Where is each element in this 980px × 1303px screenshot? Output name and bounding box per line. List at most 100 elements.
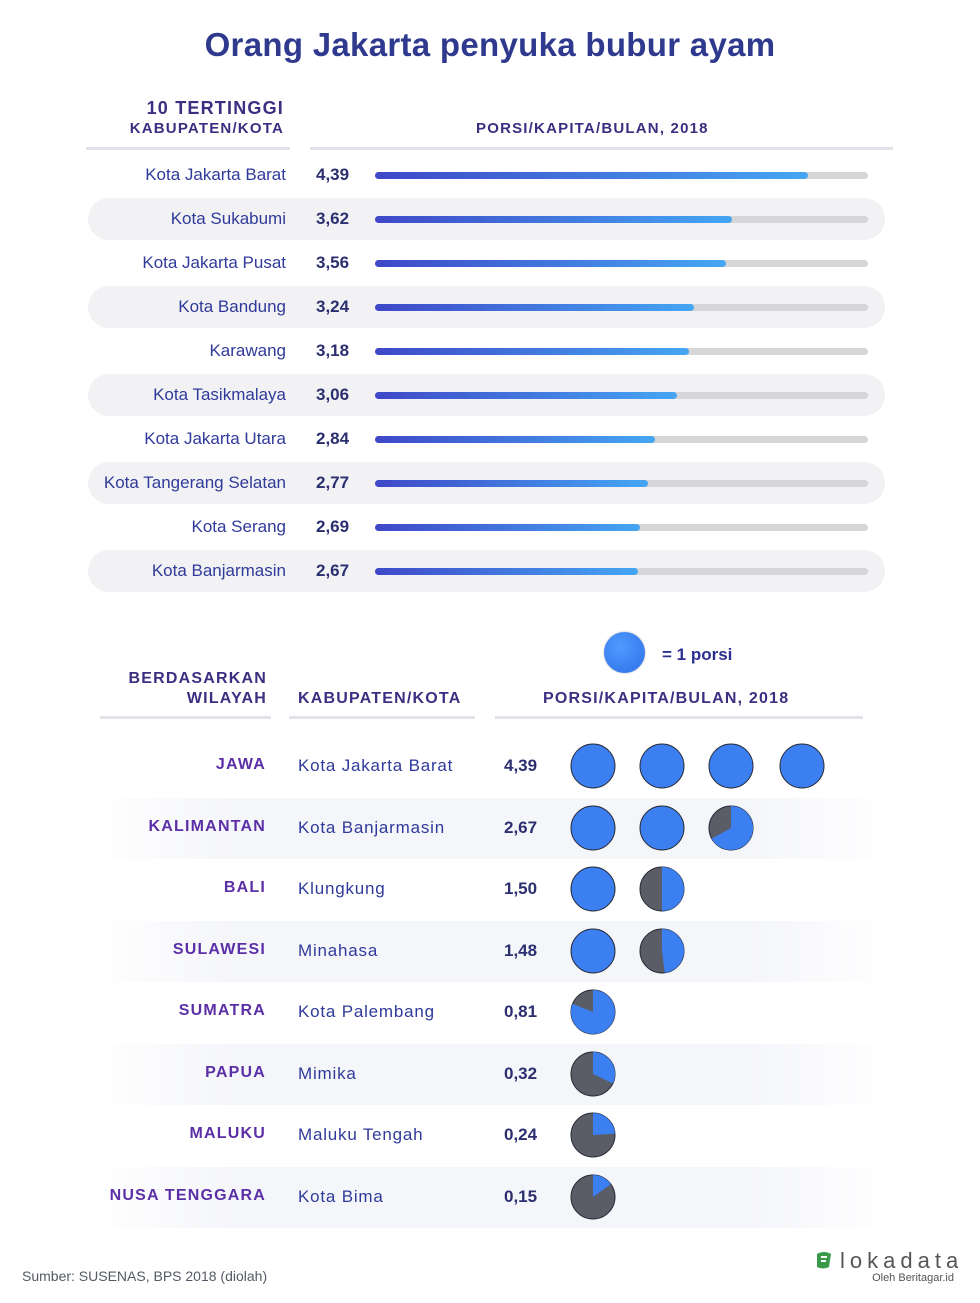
portion-pie xyxy=(570,1051,616,1096)
city-label: Minahasa xyxy=(298,940,379,960)
portion-pie xyxy=(779,743,825,789)
region-label: SUMATRA xyxy=(178,1002,266,1019)
legend-portion-icon xyxy=(604,632,645,673)
source-note: Sumber: SUSENAS, BPS 2018 (diolah) xyxy=(22,1268,268,1284)
bottom-city-header: KABUPATEN/KOTA xyxy=(298,690,462,707)
bottom-rule-3 xyxy=(495,716,863,719)
portion-pie xyxy=(570,743,616,789)
portion-pie xyxy=(639,805,685,850)
bar-track xyxy=(375,480,868,487)
portion-value: 1,50 xyxy=(504,879,538,898)
city-label: Kota Bima xyxy=(298,1186,384,1206)
bar-value-label: 3,06 xyxy=(316,385,350,404)
region-label: MALUKU xyxy=(189,1125,266,1142)
city-label: Mimika xyxy=(298,1063,357,1083)
city-label: Maluku Tengah xyxy=(298,1125,424,1144)
bar-track xyxy=(375,568,868,575)
bottom-heading-line1: BERDASARKAN xyxy=(128,670,267,687)
bar-category-label: Kota Tasikmalaya xyxy=(153,385,286,404)
city-label: Kota Banjarmasin xyxy=(298,817,445,837)
bar xyxy=(375,304,695,311)
bar-track xyxy=(375,436,868,443)
top-rule-left xyxy=(86,147,290,150)
bar-track xyxy=(375,304,868,311)
portion-pie xyxy=(570,866,616,912)
top-column-header: PORSI/KAPITA/BULAN, 2018 xyxy=(476,120,709,137)
portion-value: 0,32 xyxy=(504,1063,538,1083)
bottom-value-header: PORSI/KAPITA/BULAN, 2018 xyxy=(543,690,790,707)
lokadata-logo: lokadata Oleh Beritagar.id xyxy=(814,1248,958,1288)
portion-value: 4,39 xyxy=(504,756,538,775)
bar xyxy=(375,480,649,487)
region-label: BALI xyxy=(223,879,266,896)
portion-pie xyxy=(570,1112,616,1158)
bar-track xyxy=(375,216,868,223)
bottom-rule-2 xyxy=(289,716,475,719)
bar-category-label: Kota Tangerang Selatan xyxy=(103,473,286,492)
top-heading-line2: KABUPATEN/KOTA xyxy=(129,120,284,137)
bar-value-label: 2,84 xyxy=(316,429,350,448)
bar-category-label: Kota Bandung xyxy=(178,297,286,316)
city-label: Kota Palembang xyxy=(298,1002,435,1021)
region-label: KALIMANTAN xyxy=(148,817,266,835)
bar-track xyxy=(375,524,868,531)
bar-value-label: 3,24 xyxy=(316,297,350,316)
city-label: Kota Jakarta Barat xyxy=(298,756,454,775)
bottom-heading-line2: WILAYAH xyxy=(186,690,267,707)
bar-track xyxy=(375,260,868,267)
portion-value: 0,81 xyxy=(504,1002,538,1021)
portion-value: 1,48 xyxy=(504,940,538,960)
portion-value: 0,15 xyxy=(504,1186,538,1206)
bar-value-label: 3,62 xyxy=(316,209,350,228)
logo-subtitle: Oleh Beritagar.id xyxy=(872,1272,954,1284)
bar-category-label: Kota Jakarta Pusat xyxy=(142,253,286,272)
legend-label: = 1 porsi xyxy=(662,645,733,664)
bar-value-label: 3,56 xyxy=(316,253,350,272)
portion-value: 0,24 xyxy=(504,1125,538,1144)
portion-value: 2,67 xyxy=(504,817,538,837)
bar-value-label: 2,69 xyxy=(316,517,350,536)
region-row-band xyxy=(88,1166,894,1228)
bar-category-label: Kota Serang xyxy=(191,517,286,536)
bar-category-label: Kota Sukabumi xyxy=(170,209,286,228)
region-label: JAWA xyxy=(215,756,266,773)
page-title: Orang Jakarta penyuka bubur ayam xyxy=(204,26,776,63)
portion-pie xyxy=(639,743,685,789)
portion-pie xyxy=(570,1174,616,1219)
region-label: NUSA TENGGARA xyxy=(109,1186,266,1204)
bar xyxy=(375,392,677,399)
region-row-band xyxy=(88,797,894,859)
bar xyxy=(375,348,689,355)
bar-category-label: Kota Banjarmasin xyxy=(151,561,286,580)
bar xyxy=(375,260,727,267)
bar-value-label: 4,39 xyxy=(316,165,350,184)
bar xyxy=(375,436,656,443)
lokadata-logo-icon xyxy=(817,1252,831,1269)
bar-track xyxy=(375,348,868,355)
bar-category-label: Kota Jakarta Utara xyxy=(144,429,286,448)
bar xyxy=(375,568,639,575)
portion-pie xyxy=(570,805,616,850)
region-label: PAPUA xyxy=(205,1063,266,1081)
bar xyxy=(375,216,732,223)
portion-pie xyxy=(570,989,616,1035)
city-label: Klungkung xyxy=(298,879,386,898)
bar-category-label: Kota Jakarta Barat xyxy=(145,165,286,184)
portion-pie xyxy=(708,743,754,789)
bar-value-label: 2,77 xyxy=(316,473,350,492)
bar xyxy=(375,524,641,531)
logo-wordmark: lokadata xyxy=(840,1248,964,1273)
top-heading-line1: 10 TERTINGGI xyxy=(146,98,284,118)
bar-value-label: 3,18 xyxy=(316,341,350,360)
region-label: SULAWESI xyxy=(172,940,266,958)
bar-track xyxy=(375,392,868,399)
bar-track xyxy=(375,172,868,179)
portion-pie xyxy=(639,866,685,912)
portion-pie xyxy=(708,805,754,850)
portion-pie xyxy=(639,928,685,973)
bar-category-label: Karawang xyxy=(209,341,286,360)
bottom-rule-1 xyxy=(100,716,271,719)
portion-pie xyxy=(570,928,616,973)
bar-value-label: 2,67 xyxy=(316,561,350,580)
top-rule-right xyxy=(310,147,893,150)
